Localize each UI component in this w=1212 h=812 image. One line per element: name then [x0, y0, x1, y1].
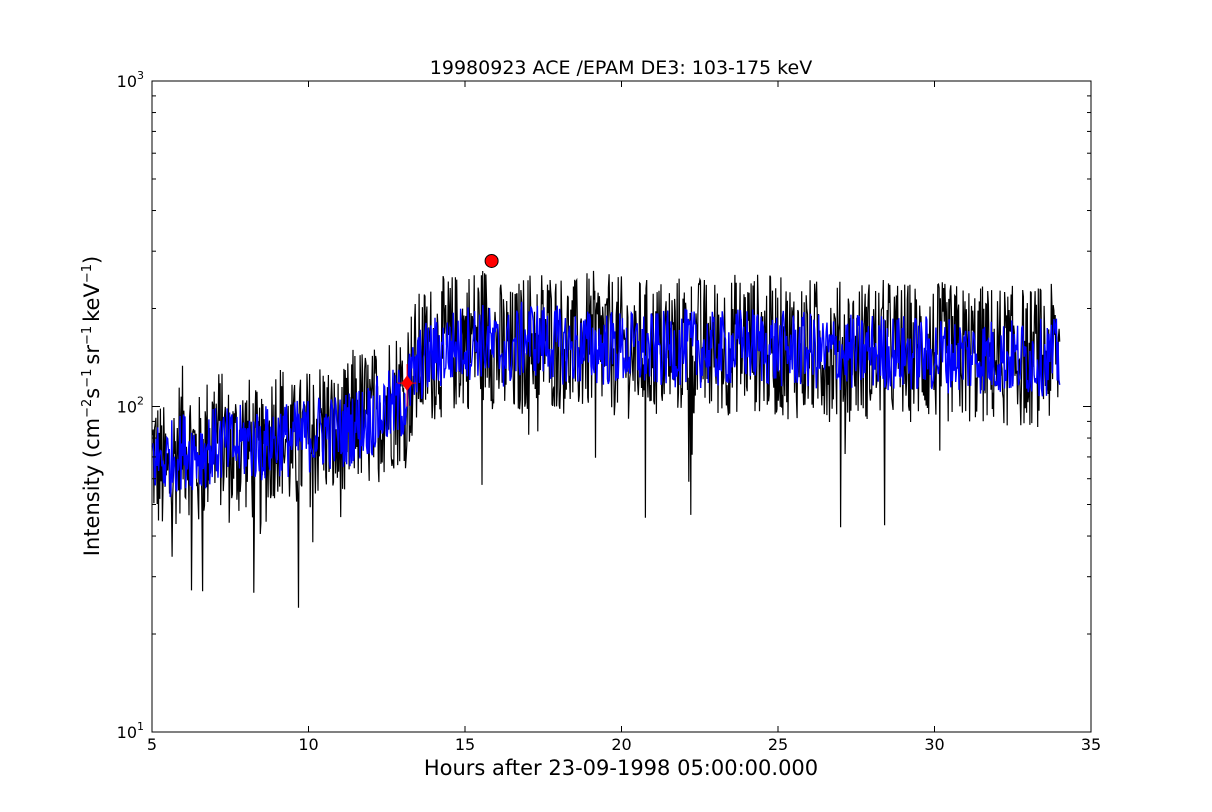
plot-content — [151, 253, 1061, 608]
x-tick-label: 25 — [768, 735, 788, 754]
series-line-blue — [151, 301, 1061, 498]
x-tick-label: 5 — [147, 735, 157, 754]
x-tick-label: 35 — [1081, 735, 1101, 754]
y-tick-label: 101 — [117, 720, 144, 742]
x-tick-label: 30 — [924, 735, 944, 754]
x-axis-label: Hours after 23-09-1998 05:00:00.000 — [424, 756, 818, 780]
peak-marker — [484, 253, 499, 268]
y-axis: 101 102 103 — [117, 69, 1091, 742]
x-axis: 5 10 15 20 25 30 35 — [147, 81, 1101, 754]
x-tick-label: 20 — [611, 735, 631, 754]
chart-title: 19980923 ACE /EPAM DE3: 103-175 keV — [430, 57, 812, 79]
x-tick-label: 10 — [298, 735, 318, 754]
series-line-black — [151, 270, 1061, 608]
x-tick-label: 15 — [455, 735, 475, 754]
y-axis-label: Intensity (cm−2s−1sr−1keV−1) — [80, 256, 104, 556]
y-tick-label: 102 — [117, 395, 144, 417]
y-tick-label: 103 — [117, 69, 144, 91]
